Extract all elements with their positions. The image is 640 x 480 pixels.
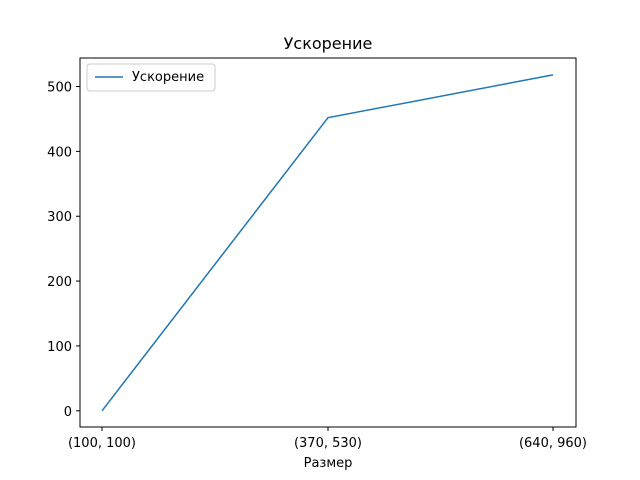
x-tick-label: (370, 530) (294, 436, 362, 451)
y-tick-label: 500 (47, 81, 72, 96)
plot-area: 0 100 200 300 400 500 (100, 100) (370, 530) (64… (47, 57, 587, 451)
axes-frame (79, 57, 577, 428)
y-tick-label: 0 (64, 405, 72, 420)
legend-box (86, 63, 216, 92)
y-tick-label: 300 (47, 210, 72, 225)
y-tick-label: 400 (47, 145, 72, 160)
x-tick-label: (100, 100) (68, 436, 136, 451)
y-tick-label: 100 (47, 340, 72, 355)
x-axis-ticks: (100, 100) (370, 530) (640, 960) (68, 427, 587, 451)
x-tick-label: (640, 960) (519, 436, 587, 451)
series-line-ускорение (101, 74, 554, 412)
y-axis-ticks: 0 100 200 300 400 500 (47, 81, 80, 420)
y-tick-label: 200 (47, 275, 72, 290)
legend: Ускорение (86, 63, 216, 92)
x-axis-label: Размер (304, 456, 353, 471)
legend-label: Ускорение (132, 70, 204, 85)
chart-title: Ускорение (284, 34, 373, 53)
